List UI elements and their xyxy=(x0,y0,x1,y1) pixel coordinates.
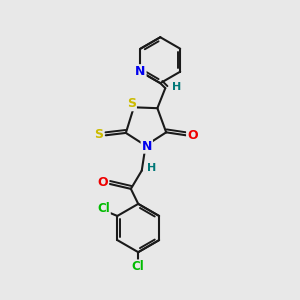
Text: S: S xyxy=(94,128,103,141)
Text: S: S xyxy=(127,97,136,110)
Text: H: H xyxy=(172,82,181,92)
Text: O: O xyxy=(187,129,198,142)
Text: Cl: Cl xyxy=(97,202,110,215)
Text: H: H xyxy=(147,163,156,173)
Text: O: O xyxy=(98,176,108,189)
Text: N: N xyxy=(135,65,146,78)
Text: N: N xyxy=(142,140,152,153)
Text: Cl: Cl xyxy=(132,260,145,273)
